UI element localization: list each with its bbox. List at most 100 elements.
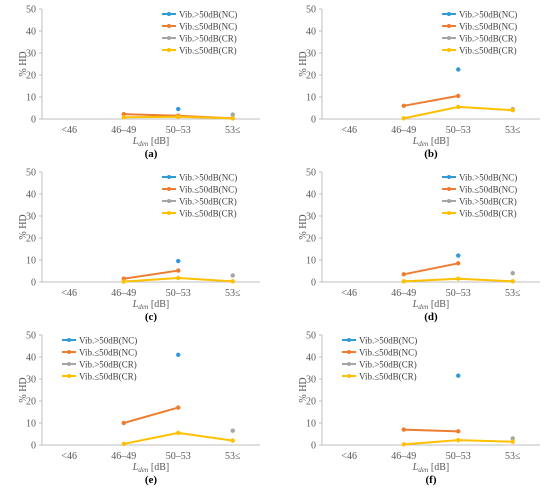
x-axis-label-main: L (412, 299, 419, 310)
legend-swatch-marker (167, 187, 171, 191)
y-axis-label: % HD (298, 51, 309, 76)
x-axis-label-sub: den (418, 140, 429, 148)
x-tick-label: 53≤ (225, 288, 241, 299)
legend-label: Vib.≤50dB(NC) (179, 185, 237, 195)
legend-swatch-marker (67, 350, 71, 354)
y-tick-label: 0 (311, 278, 316, 289)
panel-label: (f) (426, 474, 437, 486)
series-line (403, 94, 459, 107)
data-point (510, 271, 515, 276)
x-tick-label: 46–49 (111, 451, 136, 462)
x-axis-label-main: L (412, 136, 419, 147)
legend-entry: Vib.>50dB(CR) (162, 197, 237, 207)
legend-swatch-marker (167, 36, 171, 40)
x-tick-label: <46 (341, 125, 357, 136)
y-axis-label: % HD (298, 377, 309, 402)
x-tick-label: <46 (61, 451, 77, 462)
series-line (403, 428, 459, 433)
x-tick-label: <46 (61, 288, 77, 299)
legend-swatch-marker (447, 12, 451, 16)
data-point (176, 268, 181, 273)
x-tick-label: 46–49 (391, 451, 416, 462)
data-point (456, 276, 461, 281)
y-tick-label: 40 (306, 353, 316, 364)
legend-swatch-marker (447, 36, 451, 40)
y-tick-label: 30 (306, 212, 316, 223)
chart-panel: 0 10 20 30 40 50 <46 46–49 50–53 53≤ % HD Lden [dB]… (18, 168, 260, 323)
legend-label: Vib.>50dB(NC) (179, 10, 237, 20)
legend-label: Vib.>50dB(NC) (359, 336, 417, 346)
legend-entry: Vib.>50dB(NC) (342, 336, 417, 346)
legend-entry: Vib.>50dB(NC) (162, 173, 237, 183)
legend-entry: Vib.≤50dB(NC) (342, 348, 417, 358)
x-tick-label: <46 (61, 125, 77, 136)
legend-swatch-marker (167, 12, 171, 16)
legend-swatch-marker (347, 338, 351, 342)
x-axis-label: Lden [dB] (412, 462, 450, 474)
data-point (401, 116, 406, 121)
x-tick-label: 46–49 (391, 288, 416, 299)
y-tick-label: 40 (26, 353, 36, 364)
x-axis-label-main: L (412, 462, 419, 473)
y-tick-label: 40 (26, 190, 36, 201)
y-tick-label: 20 (26, 397, 36, 408)
x-axis-label: Lden [dB] (132, 462, 170, 474)
y-axis-label: % HD (18, 51, 29, 76)
legend-swatch-marker (67, 338, 71, 342)
x-axis-label-sub: den (138, 303, 149, 311)
legend-swatch-marker (347, 374, 351, 378)
legend-entry: Vib.>50dB(NC) (442, 173, 517, 183)
data-point (121, 115, 126, 120)
y-tick-label: 50 (306, 331, 316, 342)
data-point (176, 352, 181, 357)
panel-label: (b) (424, 148, 438, 160)
y-axis-label: % HD (298, 214, 309, 239)
chart-panel: 0 10 20 30 40 50 <46 46–49 50–53 53≤ % HD Lden [dB]… (298, 168, 540, 323)
legend-entry: Vib.>50dB(NC) (162, 10, 237, 20)
x-axis-label-main: L (132, 299, 139, 310)
y-tick-label: 10 (26, 256, 36, 267)
legend-swatch-marker (447, 48, 451, 52)
y-tick-label: 20 (26, 71, 36, 82)
x-tick-label: 46–49 (111, 288, 136, 299)
data-point (456, 373, 461, 378)
y-tick-label: 40 (306, 190, 316, 201)
x-axis-label-sub: den (418, 466, 429, 474)
x-axis-label-unit: [dB] (428, 136, 449, 147)
legend-label: Vib.>50dB(NC) (459, 10, 517, 20)
data-point (510, 436, 515, 441)
legend-label: Vib.>50dB(CR) (459, 34, 517, 44)
x-axis-label-sub: den (138, 140, 149, 148)
data-point (176, 106, 181, 112)
legend-swatch-marker (447, 175, 451, 179)
x-tick-label: 50–53 (446, 288, 471, 299)
legend-label: Vib.>50dB(CR) (179, 197, 237, 207)
legend-entry: Vib.≤50dB(CR) (342, 372, 417, 382)
x-axis-label-unit: [dB] (148, 299, 169, 310)
y-axis-label: % HD (18, 214, 29, 239)
x-axis-label-sub: den (138, 466, 149, 474)
y-tick-label: 10 (306, 419, 316, 430)
legend-label: Vib.≤50dB(NC) (359, 348, 417, 358)
data-point (401, 427, 406, 432)
legend-entry: Vib.≤50dB(NC) (62, 348, 137, 358)
legend-swatch-marker (447, 187, 451, 191)
legend-swatch-marker (447, 24, 451, 28)
legend-swatch-marker (167, 175, 171, 179)
legend-entry: Vib.>50dB(NC) (62, 336, 137, 346)
legend-swatch-marker (347, 350, 351, 354)
legend-label: Vib.≤50dB(NC) (459, 22, 517, 32)
data-point (456, 437, 461, 443)
y-tick-label: 30 (26, 375, 36, 386)
data-point (121, 441, 126, 447)
legend-swatch-marker (67, 362, 71, 366)
series-line (123, 269, 179, 280)
x-axis-label: Lden [dB] (132, 136, 170, 148)
data-point (456, 93, 461, 99)
y-tick-label: 0 (31, 115, 36, 126)
legend-entry: Vib.≤50dB(CR) (442, 209, 517, 219)
y-tick-label: 50 (306, 5, 316, 16)
legend-label: Vib.>50dB(NC) (459, 173, 517, 183)
data-point (176, 405, 181, 410)
